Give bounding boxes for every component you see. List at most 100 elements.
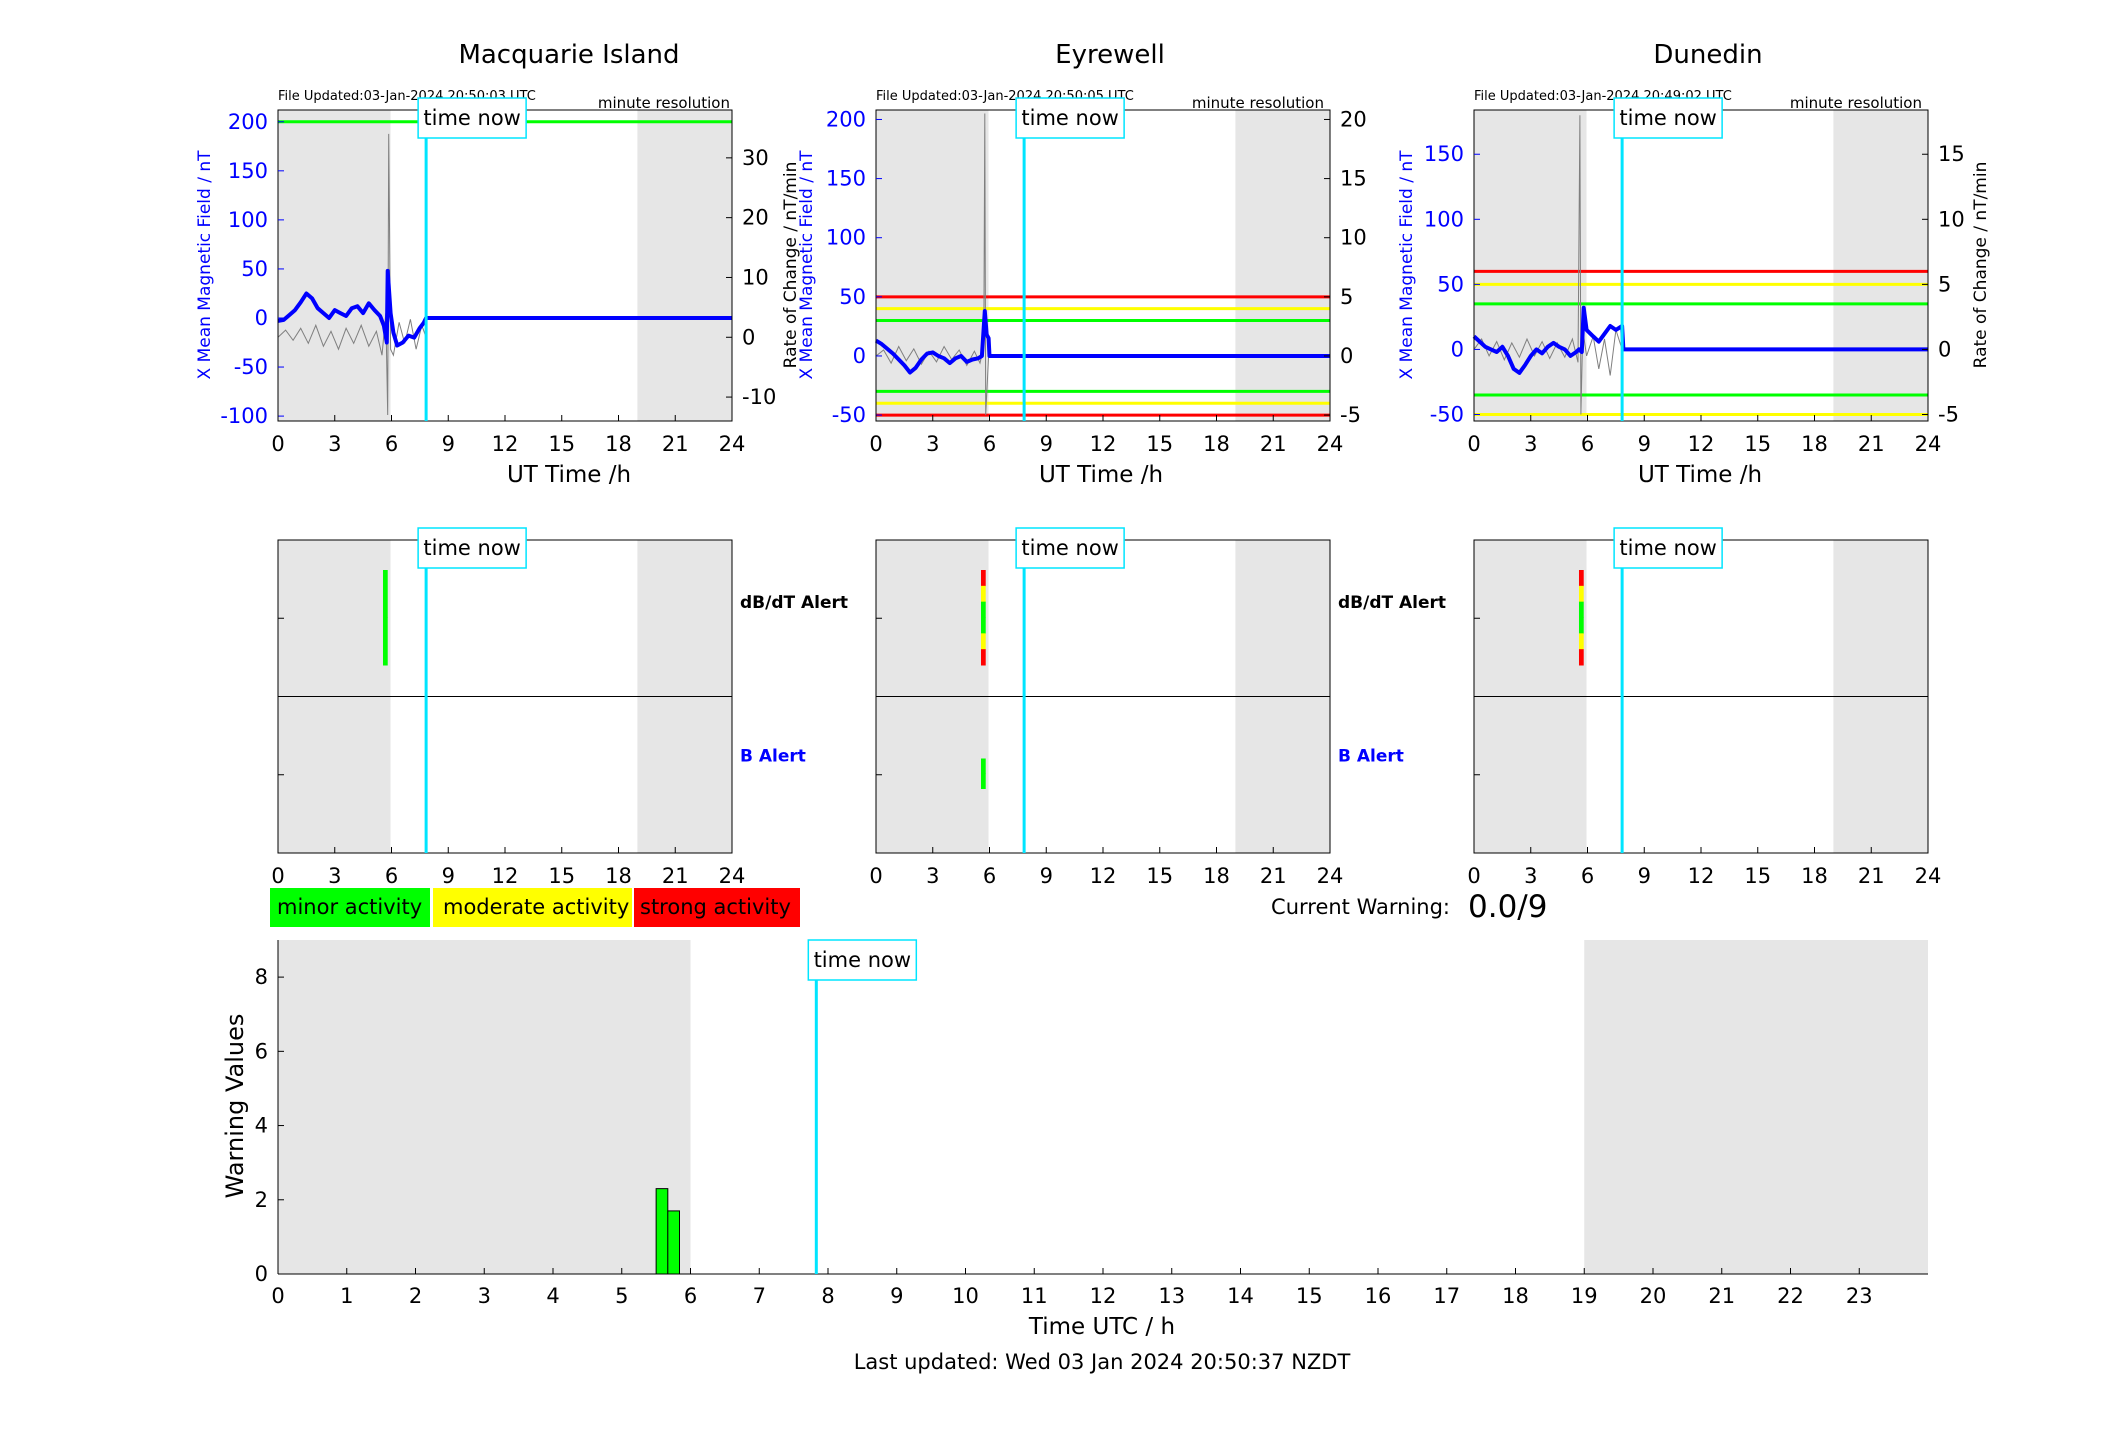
resolution-label: minute resolution — [1790, 94, 1922, 112]
y2-tick-label: 10 — [1340, 226, 1367, 250]
x-tick-label: 3 — [328, 432, 341, 456]
alert-plot-dunedin: 0 3 6 9 12 15 18 21 24 time now — [1467, 527, 1941, 888]
x-tick-label: 9 — [1638, 432, 1651, 456]
x-tick-label: 16 — [1365, 1284, 1392, 1308]
legend-strong-label: strong activity — [640, 895, 791, 919]
y2-tick-label: 10 — [742, 265, 769, 289]
x-tick-label: 17 — [1433, 1284, 1460, 1308]
x-axis-label: UT Time /h — [507, 462, 631, 488]
x-tick-label: 12 — [492, 432, 519, 456]
alert-segment — [1578, 601, 1584, 618]
y-axis-label: X Mean Magnetic Field / nT — [797, 150, 817, 380]
x-tick-label: 6 — [983, 864, 996, 888]
x-tick-label: 18 — [1502, 1284, 1529, 1308]
time-now-box — [1015, 527, 1125, 569]
time-now-label: time now — [1021, 536, 1118, 560]
dbdt-alert-label: dB/dT Alert — [740, 593, 848, 613]
x-tick-label: 6 — [684, 1284, 697, 1308]
y-tick-label: 200 — [826, 107, 866, 131]
time-now-label: time now — [814, 948, 911, 972]
alert-segment — [1578, 633, 1584, 650]
x-tick-label: 12 — [1090, 1284, 1117, 1308]
y2-tick-label: -5 — [1340, 403, 1361, 427]
x-tick-label: 12 — [1090, 864, 1117, 888]
x-tick-label: 15 — [1146, 864, 1173, 888]
y2-tick-label: 30 — [742, 146, 769, 170]
time-now-box — [417, 527, 527, 569]
x-tick-label: 15 — [548, 864, 575, 888]
x-tick-label: 6 — [1581, 432, 1594, 456]
y-tick-label: 50 — [839, 285, 866, 309]
x-tick-label: 22 — [1777, 1284, 1804, 1308]
alert-segment — [1578, 585, 1584, 603]
x-tick-label: 5 — [615, 1284, 628, 1308]
legend-minor-swatch — [270, 888, 430, 927]
x-tick-label: 15 — [1744, 864, 1771, 888]
x-tick-label: 3 — [1524, 864, 1537, 888]
alert-segment — [980, 601, 986, 618]
x-tick-label: 6 — [1581, 864, 1594, 888]
x-tick-label: 18 — [1203, 432, 1230, 456]
rate-of-change-trace — [1473, 115, 1623, 415]
warning-x-axis-label: Time UTC / h — [1028, 1314, 1175, 1340]
x-tick-label: 21 — [1260, 432, 1287, 456]
x-tick-label: 0 — [869, 432, 882, 456]
x-tick-label: 12 — [492, 864, 519, 888]
y2-tick-label: -5 — [1938, 402, 1959, 426]
x-tick-label: 6 — [385, 864, 398, 888]
x-tick-label: 3 — [926, 432, 939, 456]
y-tick-label: 100 — [826, 226, 866, 250]
y-tick-label: 50 — [1437, 272, 1464, 296]
y-tick-label: -50 — [234, 355, 268, 379]
x-tick-label: 0 — [1467, 864, 1480, 888]
x-tick-label: 11 — [1021, 1284, 1048, 1308]
y-tick-label: 0 — [255, 1262, 268, 1286]
x-tick-label: 18 — [1203, 864, 1230, 888]
x-tick-label: 21 — [662, 864, 689, 888]
x-tick-label: 18 — [1801, 864, 1828, 888]
y-tick-label: 150 — [1424, 142, 1464, 166]
x-tick-label: 12 — [1090, 432, 1117, 456]
y-tick-label: 0 — [853, 344, 866, 368]
y-tick-label: 6 — [255, 1039, 268, 1063]
x-tick-label: 9 — [442, 864, 455, 888]
x-tick-label: 3 — [926, 864, 939, 888]
y-axis-label: X Mean Magnetic Field / nT — [195, 150, 215, 380]
x-tick-label: 0 — [1467, 432, 1480, 456]
x-tick-label: 14 — [1227, 1284, 1254, 1308]
x-tick-label: 3 — [328, 864, 341, 888]
x-tick-label: 8 — [821, 1284, 834, 1308]
x-tick-label: 21 — [662, 432, 689, 456]
x-tick-label: 0 — [869, 864, 882, 888]
x-tick-label: 20 — [1640, 1284, 1667, 1308]
b-alert-label: B Alert — [1338, 747, 1404, 767]
y2-axis-label: Rate of Change / nT/min — [781, 162, 801, 369]
resolution-label: minute resolution — [1192, 94, 1324, 112]
y-tick-label: -50 — [832, 403, 866, 427]
b-alert-label: B Alert — [740, 747, 806, 767]
x-tick-label: 7 — [753, 1284, 766, 1308]
x-tick-label: 3 — [478, 1284, 491, 1308]
field-trace — [1472, 305, 1928, 375]
x-tick-label: 24 — [1915, 432, 1942, 456]
time-now-box — [807, 939, 918, 981]
y-tick-label: -50 — [1430, 402, 1464, 426]
x-tick-label: 0 — [271, 432, 284, 456]
station-panel-eyrewell: Eyrewell File Updated:03-Jan-2024 20:50:… — [781, 40, 1367, 488]
x-tick-label: 4 — [546, 1284, 559, 1308]
y2-axis-label: Rate of Change / nT/min — [1971, 162, 1991, 369]
y-tick-label: -100 — [220, 404, 268, 428]
x-tick-label: 23 — [1846, 1284, 1873, 1308]
time-now-box — [417, 97, 527, 139]
time-now-box — [1015, 97, 1125, 139]
y-tick-label: 2 — [255, 1188, 268, 1212]
x-tick-label: 24 — [1317, 864, 1344, 888]
field-trace — [874, 309, 1330, 375]
night-shading — [876, 110, 989, 421]
warning-bar — [667, 1210, 680, 1275]
alert-plot-macquarie: dB/dT Alert B Alert 0 3 6 9 12 15 18 21 24 time now — [271, 527, 848, 888]
x-tick-label: 12 — [1688, 432, 1715, 456]
y2-tick-label: 20 — [742, 206, 769, 230]
